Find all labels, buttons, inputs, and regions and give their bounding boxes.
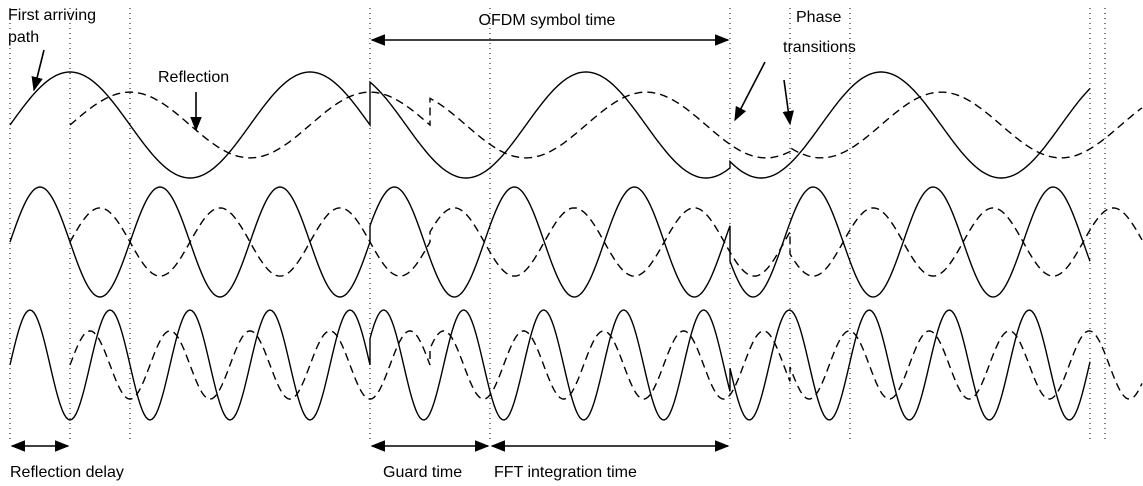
label: FFT integration time [494, 464, 637, 481]
label: transitions [783, 39, 856, 56]
label: First arriving [8, 7, 96, 24]
pointer-arrow [734, 61, 766, 122]
direct-path-wave [9, 309, 1091, 421]
direct-path-wave [9, 71, 1091, 179]
label: path [8, 29, 39, 46]
reflected-wave [69, 330, 1143, 400]
waveforms [9, 71, 1143, 421]
label: Guard time [383, 464, 462, 481]
reflected-wave [69, 91, 1143, 159]
label: Reflection [158, 69, 229, 86]
label: Reflection delay [10, 464, 124, 481]
pointer-arrow [31, 49, 45, 92]
label: OFDM symbol time [479, 12, 616, 29]
reflected-wave [69, 207, 1143, 277]
label: Phase [796, 9, 841, 26]
direct-path-wave [9, 186, 1091, 298]
pointer-arrow [782, 79, 794, 126]
